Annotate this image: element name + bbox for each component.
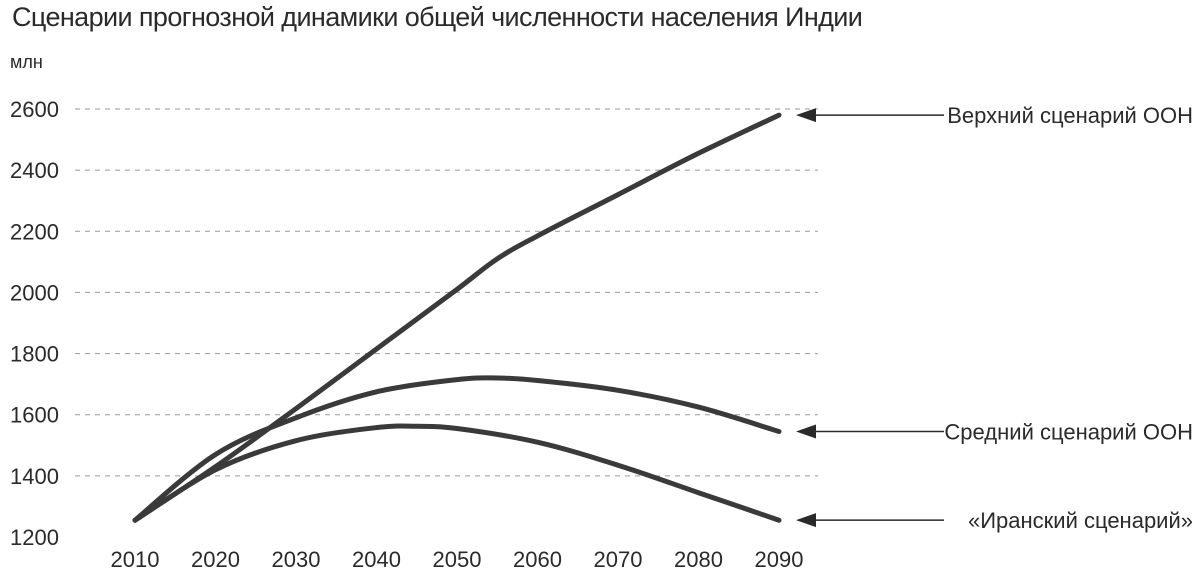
y-tick-label: 2400 [10, 158, 59, 183]
series-lines [132, 112, 782, 523]
x-tick-label: 2090 [755, 547, 804, 572]
y-unit-label: млн [10, 52, 43, 72]
y-tick-label: 2600 [10, 97, 59, 122]
series-line-upper [132, 112, 782, 523]
series-line-iranian [132, 423, 782, 523]
x-tick-label: 2080 [674, 547, 723, 572]
x-tick-label: 2030 [272, 547, 321, 572]
y-tick-label: 1600 [10, 403, 59, 428]
y-tick-label: 1400 [10, 464, 59, 489]
annotation-arrow-head [796, 424, 816, 439]
x-tick-label: 2070 [594, 547, 643, 572]
x-tick-label: 2040 [352, 547, 401, 572]
y-tick-label: 1200 [10, 525, 59, 550]
annotation-arrow-head [796, 108, 816, 123]
y-tick-label: 2200 [10, 219, 59, 244]
chart-title: Сценарии прогнозной динамики общей числе… [12, 2, 863, 32]
annotation-iranian: «Иранский сценарий» [796, 508, 1193, 533]
annotation-arrow-head [796, 513, 816, 528]
series-annotations: Верхний сценарий ООН Средний сценарий ООН… [796, 103, 1193, 533]
annotation-medium: Средний сценарий ООН [796, 420, 1193, 445]
y-tick-label: 1800 [10, 342, 59, 367]
series-label: «Иранский сценарий» [968, 508, 1193, 533]
series-label: Средний сценарий ООН [944, 420, 1193, 445]
x-axis-ticks: 2010 2020 2030 2040 2050 2060 2070 2080 2090 [111, 547, 804, 572]
grid [75, 108, 818, 477]
y-tick-label: 2000 [10, 280, 59, 305]
x-tick-label: 2060 [513, 547, 562, 572]
x-tick-label: 2050 [433, 547, 482, 572]
series-line-medium [132, 375, 782, 523]
x-tick-label: 2010 [111, 547, 160, 572]
annotation-upper: Верхний сценарий ООН [796, 103, 1193, 128]
series-label: Верхний сценарий ООН [947, 103, 1193, 128]
x-tick-label: 2020 [191, 547, 240, 572]
y-axis-ticks: 1200 1400 1600 1800 2000 2200 2400 2600 [10, 97, 59, 550]
